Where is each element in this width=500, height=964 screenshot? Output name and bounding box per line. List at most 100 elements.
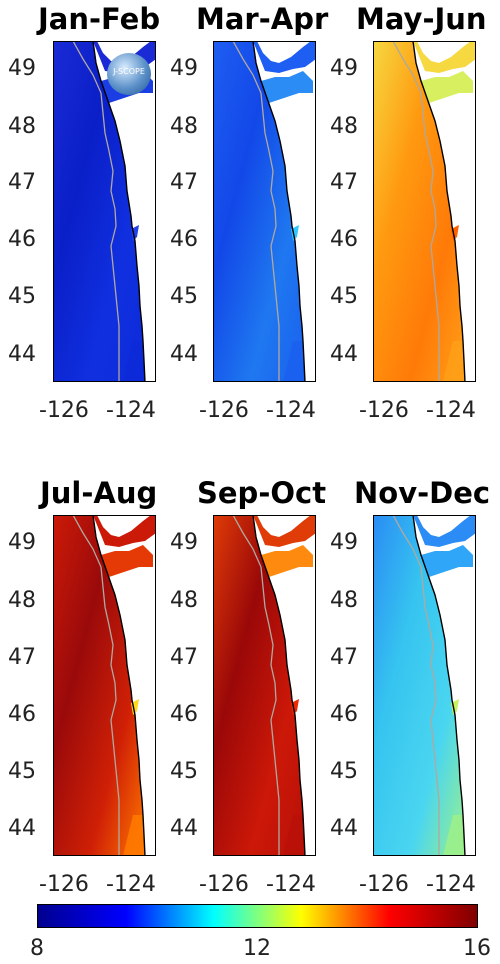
y-tick-47: 47 <box>170 170 198 195</box>
coastline <box>252 41 306 382</box>
map-panel-may-jun <box>373 41 476 382</box>
x-tick-minus-126: -126 <box>199 398 249 423</box>
panel-title-jan-feb: Jan-Feb <box>38 2 161 36</box>
y-tick-49: 49 <box>170 530 198 555</box>
panel-title-may-jun: May-Jun <box>356 2 487 36</box>
map-panel-jul-aug <box>53 515 156 856</box>
x-tick-minus-124: -124 <box>426 872 476 897</box>
coastline <box>412 41 466 382</box>
isobath-line <box>72 515 120 856</box>
south-coast-water <box>283 815 305 856</box>
ocean-surface <box>53 515 145 856</box>
panel-title-sep-oct: Sep-Oct <box>197 476 327 510</box>
y-tick-48: 48 <box>8 114 36 139</box>
south-coast-water <box>443 341 465 382</box>
ocean-surface <box>213 515 305 856</box>
channel-water <box>261 545 313 577</box>
y-tick-49: 49 <box>170 56 198 81</box>
panel-frame <box>53 515 156 856</box>
strait-water <box>253 41 316 73</box>
y-tick-49: 49 <box>8 530 36 555</box>
channel-water <box>421 545 473 577</box>
panel-frame <box>373 41 476 382</box>
coastline <box>252 515 306 856</box>
panel-title-jul-aug: Jul-Aug <box>40 476 158 510</box>
ocean-surface <box>213 41 305 382</box>
y-tick-46: 46 <box>170 227 198 252</box>
y-tick-46: 46 <box>170 702 198 727</box>
x-tick-minus-126: -126 <box>39 398 89 423</box>
x-tick-minus-124: -124 <box>106 872 156 897</box>
y-tick-48: 48 <box>170 114 198 139</box>
y-tick-44: 44 <box>8 816 36 841</box>
y-tick-49: 49 <box>330 530 358 555</box>
isobath-line <box>392 41 440 382</box>
ocean-surface <box>53 41 145 382</box>
jscope-logo-text: J-SCOPE <box>113 67 145 76</box>
jscope-logo: J-SCOPE <box>107 53 151 95</box>
y-tick-46: 46 <box>8 702 36 727</box>
y-tick-49: 49 <box>330 56 358 81</box>
panel-frame <box>373 515 476 856</box>
map-panel-mar-apr <box>213 41 316 382</box>
south-coast-water <box>443 815 465 856</box>
y-tick-48: 48 <box>170 588 198 613</box>
coastline <box>92 515 146 856</box>
x-tick-minus-126: -126 <box>359 398 409 423</box>
south-coast-water <box>123 815 145 856</box>
y-tick-44: 44 <box>330 816 358 841</box>
strait-water <box>253 515 316 547</box>
x-tick-minus-126: -126 <box>39 872 89 897</box>
y-tick-44: 44 <box>330 342 358 367</box>
channel-water <box>101 545 153 577</box>
south-coast-water <box>123 341 145 382</box>
panel-frame <box>213 41 316 382</box>
ocean-surface <box>373 515 465 856</box>
channel-water <box>421 71 473 103</box>
isobath-line <box>72 41 120 382</box>
panel-frame <box>53 41 156 382</box>
x-tick-minus-124: -124 <box>266 398 316 423</box>
colorbar-tick-12: 12 <box>243 936 271 961</box>
y-tick-45: 45 <box>330 759 358 784</box>
isobath-line <box>232 515 280 856</box>
x-tick-minus-124: -124 <box>106 398 156 423</box>
y-tick-45: 45 <box>8 759 36 784</box>
y-tick-47: 47 <box>330 170 358 195</box>
panel-title-nov-dec: Nov-Dec <box>354 476 491 510</box>
y-tick-47: 47 <box>8 170 36 195</box>
y-tick-47: 47 <box>8 645 36 670</box>
y-tick-44: 44 <box>170 342 198 367</box>
y-tick-45: 45 <box>330 284 358 309</box>
y-tick-47: 47 <box>330 645 358 670</box>
coastline <box>92 41 146 382</box>
coastline <box>412 515 466 856</box>
x-tick-minus-124: -124 <box>266 872 316 897</box>
colorbar-tick-8: 8 <box>30 936 44 961</box>
x-tick-minus-126: -126 <box>359 872 409 897</box>
panel-title-mar-apr: Mar-Apr <box>196 2 329 36</box>
ocean-surface <box>373 41 465 382</box>
y-tick-48: 48 <box>330 588 358 613</box>
strait-water <box>413 41 476 73</box>
y-tick-44: 44 <box>8 342 36 367</box>
y-tick-46: 46 <box>330 702 358 727</box>
y-tick-48: 48 <box>8 588 36 613</box>
colorbar-tick-16: 16 <box>463 936 491 961</box>
y-tick-45: 45 <box>170 759 198 784</box>
isobath-line <box>392 515 440 856</box>
x-tick-minus-124: -124 <box>426 398 476 423</box>
y-tick-45: 45 <box>170 284 198 309</box>
south-coast-water <box>283 341 305 382</box>
y-tick-44: 44 <box>170 816 198 841</box>
isobath-line <box>232 41 280 382</box>
y-tick-49: 49 <box>8 56 36 81</box>
y-tick-48: 48 <box>330 114 358 139</box>
y-tick-46: 46 <box>8 227 36 252</box>
map-panel-sep-oct <box>213 515 316 856</box>
y-tick-47: 47 <box>170 645 198 670</box>
strait-water <box>413 515 476 547</box>
x-tick-minus-126: -126 <box>199 872 249 897</box>
map-panel-jan-feb <box>53 41 156 382</box>
channel-water <box>261 71 313 103</box>
